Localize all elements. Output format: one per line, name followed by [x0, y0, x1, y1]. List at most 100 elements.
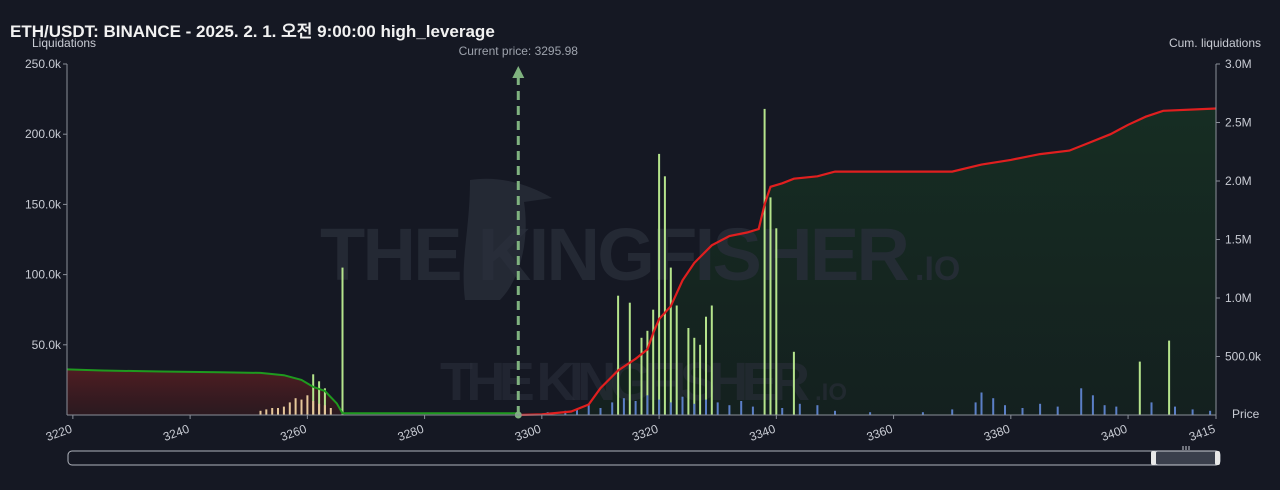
x-tick-label: 3240	[161, 422, 191, 444]
blue-liquidation-bar	[974, 402, 977, 415]
blue-liquidation-bar	[669, 402, 672, 415]
blue-liquidation-bar	[658, 399, 661, 415]
slider-handle-right[interactable]	[1215, 451, 1220, 465]
y2-tick-label: 3.0M	[1225, 57, 1252, 71]
blue-liquidation-bar	[716, 402, 719, 415]
tan-liquidation-bar	[277, 408, 279, 415]
blue-liquidation-bar	[1091, 395, 1094, 415]
x-tick-label: 3300	[513, 422, 543, 444]
green-liquidation-bar	[687, 328, 690, 415]
slider-handle-left[interactable]	[1151, 451, 1156, 465]
watermark-suffix-small: .IO	[815, 379, 847, 406]
blue-liquidation-bar	[611, 402, 614, 415]
current-price-arrow-icon	[512, 66, 525, 78]
blue-liquidation-bar	[781, 408, 784, 415]
tan-liquidation-bar	[288, 402, 291, 415]
y-tick-label: 250.0k	[25, 57, 62, 71]
blue-liquidation-bar	[622, 398, 625, 415]
tan-liquidation-bar	[306, 395, 309, 415]
short-cum-area	[518, 108, 1216, 415]
blue-liquidation-bar	[951, 409, 954, 415]
current-price-label: Current price: 3295.98	[459, 44, 579, 58]
blue-liquidation-bar	[576, 409, 578, 415]
blue-liquidation-bar	[1103, 405, 1106, 415]
tan-liquidation-bar	[294, 398, 297, 415]
blue-liquidation-bar	[1039, 403, 1042, 415]
y2-tick-label: 2.5M	[1225, 116, 1252, 130]
y-tick-label: 50.0k	[32, 338, 62, 352]
green-liquidation-bar	[710, 305, 713, 415]
watermark-suffix: .IO	[915, 250, 960, 288]
blue-liquidation-bar	[1080, 388, 1083, 415]
blue-liquidation-bar	[1021, 408, 1024, 415]
y2-axis-title: Cum. liquidations	[1168, 36, 1261, 50]
blue-liquidation-bar	[751, 406, 754, 415]
tan-liquidation-bar	[312, 401, 315, 415]
blue-liquidation-bar	[646, 395, 649, 415]
green-liquidation-bar	[617, 295, 620, 415]
green-liquidation-bar	[669, 267, 672, 415]
y2-tick-label: 500.0k	[1225, 350, 1262, 364]
green-liquidation-bar	[775, 228, 778, 415]
green-liquidation-bar	[675, 305, 678, 415]
x-axis-title: Price	[1232, 407, 1260, 421]
green-liquidation-bar	[318, 381, 321, 415]
green-liquidation-bar	[699, 344, 702, 415]
green-liquidation-bar	[769, 197, 772, 415]
blue-liquidation-bar	[1191, 409, 1194, 415]
watermark-text: THE KINGFISHER	[320, 213, 910, 296]
y-axis-title: Liquidations	[32, 36, 97, 50]
green-liquidation-bar	[341, 267, 344, 415]
long-cum-area	[67, 369, 343, 415]
blue-liquidation-bar	[798, 403, 801, 415]
green-liquidation-bar	[792, 351, 795, 415]
blue-liquidation-bar	[634, 401, 637, 415]
x-tick-label: 3360	[865, 422, 895, 444]
y2-tick-label: 1.5M	[1225, 233, 1252, 247]
green-liquidation-bar	[323, 388, 326, 415]
tan-liquidation-bar	[282, 406, 285, 415]
x-tick-label: 3280	[396, 422, 426, 444]
blue-liquidation-bar	[816, 405, 819, 415]
x-tick-label: 3320	[630, 422, 660, 444]
tan-liquidation-bar	[329, 408, 332, 415]
green-liquidation-bar	[693, 337, 696, 415]
x-tick-label: 3400	[1099, 422, 1129, 444]
green-liquidation-bar	[652, 309, 655, 415]
blue-liquidation-bar	[693, 403, 696, 415]
blue-liquidation-bar	[1004, 405, 1006, 415]
tan-liquidation-bar	[265, 409, 268, 415]
blue-liquidation-bar	[705, 399, 707, 415]
tan-liquidation-bar	[323, 405, 326, 415]
green-liquidation-bar	[763, 108, 766, 416]
blue-liquidation-bar	[980, 392, 983, 415]
x-tick-label: 3260	[278, 422, 308, 444]
kingfisher-logo-icon	[463, 178, 552, 300]
x-tick-label: 3220	[44, 422, 74, 444]
y-tick-label: 200.0k	[25, 127, 62, 141]
short-cum-line	[518, 107, 1217, 417]
y2-tick-label: 2.0M	[1225, 174, 1252, 188]
range-slider[interactable]	[67, 446, 1221, 466]
x-tick-label: 3380	[982, 422, 1012, 444]
blue-liquidation-bar	[587, 403, 590, 415]
x-tick-label: 3340	[747, 422, 777, 444]
blue-liquidation-bar	[992, 398, 995, 415]
green-liquidation-bar	[628, 302, 631, 415]
tan-liquidation-bar	[259, 410, 262, 415]
blue-liquidation-bar	[1150, 402, 1153, 415]
x-tick-label: 3415	[1187, 422, 1217, 444]
slider-track	[67, 450, 1221, 466]
slider-selection[interactable]	[1154, 450, 1219, 466]
green-liquidation-bar	[646, 330, 649, 415]
green-liquidation-bar	[705, 316, 707, 415]
long-cum-line	[66, 368, 519, 415]
y-tick-label: 150.0k	[25, 197, 62, 211]
blue-liquidation-bar	[1209, 410, 1212, 415]
chart-title: ETH/USDT: BINANCE - 2025. 2. 1. 오전 9:00:…	[10, 22, 495, 41]
blue-liquidation-bar	[599, 408, 602, 415]
blue-liquidation-bar	[869, 412, 872, 415]
blue-liquidation-bar	[1056, 406, 1059, 415]
green-liquidation-bar	[640, 337, 643, 415]
